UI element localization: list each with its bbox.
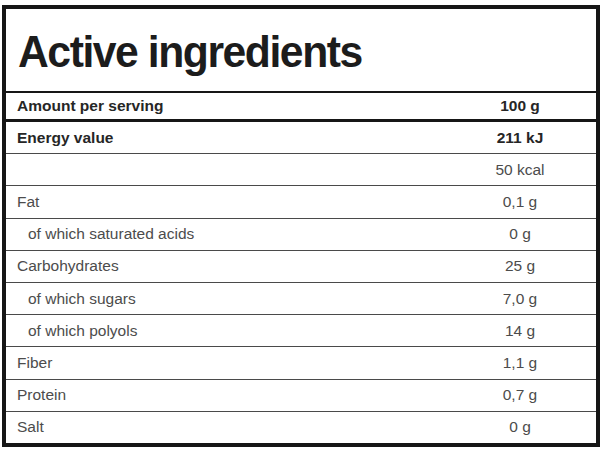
row-label: Fat	[6, 193, 444, 211]
row-label: of which saturated acids	[6, 225, 444, 243]
row-label: Protein	[6, 386, 444, 404]
row-label: Salt	[6, 418, 444, 436]
row-label: Fiber	[6, 354, 444, 372]
table-row: Energy value211 kJ	[6, 122, 596, 153]
row-value: 50 kcal	[444, 161, 596, 179]
nutrition-label-card: Active ingredients Amount per serving 10…	[2, 5, 600, 447]
table-row: Salt0 g	[6, 411, 596, 443]
row-value: 7,0 g	[444, 290, 596, 308]
table-row: Fiber1,1 g	[6, 346, 596, 378]
table-row: Fat0,1 g	[6, 185, 596, 217]
row-value: 211 kJ	[444, 129, 596, 147]
row-value: 0,7 g	[444, 386, 596, 404]
row-label: Energy value	[6, 129, 444, 147]
table-header-row: Amount per serving 100 g	[6, 93, 596, 122]
row-value: 25 g	[444, 257, 596, 275]
row-label: Carbohydrates	[6, 257, 444, 275]
table-row: Carbohydrates25 g	[6, 250, 596, 282]
page-title: Active ingredients	[18, 27, 362, 77]
column-header-value: 100 g	[444, 97, 596, 115]
row-label: of which sugars	[6, 290, 444, 308]
table-row: Protein0,7 g	[6, 379, 596, 411]
row-value: 1,1 g	[444, 354, 596, 372]
table-body: Energy value211 kJ50 kcalFat0,1 gof whic…	[6, 122, 596, 443]
row-label: of which polyols	[6, 322, 444, 340]
table-row: of which polyols14 g	[6, 314, 596, 346]
row-value: 0 g	[444, 225, 596, 243]
table-row: of which saturated acids0 g	[6, 218, 596, 250]
table-row: of which sugars7,0 g	[6, 282, 596, 314]
column-header-label: Amount per serving	[6, 97, 444, 115]
row-value: 0 g	[444, 418, 596, 436]
row-value: 14 g	[444, 322, 596, 340]
row-value: 0,1 g	[444, 193, 596, 211]
table-row: 50 kcal	[6, 153, 596, 185]
label-title-bar: Active ingredients	[6, 9, 596, 93]
